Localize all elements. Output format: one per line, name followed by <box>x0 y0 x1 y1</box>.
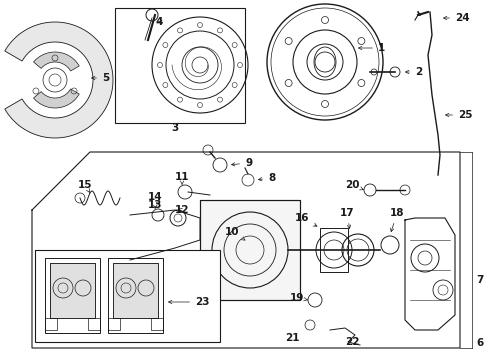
Bar <box>200 200 299 300</box>
Text: 17: 17 <box>339 208 354 229</box>
Text: 14: 14 <box>148 192 163 205</box>
Bar <box>45 258 100 333</box>
Polygon shape <box>5 22 113 138</box>
Text: 25: 25 <box>445 110 471 120</box>
Text: 9: 9 <box>231 158 252 168</box>
Text: 12: 12 <box>175 205 189 215</box>
Polygon shape <box>34 52 79 71</box>
Text: 4: 4 <box>155 17 162 27</box>
Bar <box>113 263 158 318</box>
Bar <box>108 258 163 333</box>
Text: 3: 3 <box>171 123 178 133</box>
Bar <box>113 263 158 318</box>
Text: 20: 20 <box>345 180 363 190</box>
Polygon shape <box>34 89 79 108</box>
Bar <box>115 8 244 123</box>
Text: 21: 21 <box>285 333 299 343</box>
Text: 2: 2 <box>405 67 421 77</box>
Text: 19: 19 <box>289 293 307 303</box>
Text: 23: 23 <box>168 297 209 307</box>
Text: 5: 5 <box>91 73 109 83</box>
Text: 10: 10 <box>224 227 244 240</box>
Bar <box>88 318 100 330</box>
Text: 24: 24 <box>443 13 468 23</box>
Text: 7: 7 <box>475 275 482 285</box>
Bar <box>50 263 95 318</box>
Bar <box>45 318 57 330</box>
Bar <box>50 263 95 318</box>
Text: 22: 22 <box>345 337 359 347</box>
Bar <box>108 318 120 330</box>
Bar <box>35 250 220 342</box>
Text: 13: 13 <box>148 200 162 210</box>
Text: 11: 11 <box>175 172 189 185</box>
Text: 16: 16 <box>294 213 316 226</box>
Bar <box>151 318 163 330</box>
Text: 8: 8 <box>258 173 275 183</box>
Bar <box>200 200 299 300</box>
Text: 18: 18 <box>389 208 404 231</box>
Text: 15: 15 <box>78 180 92 193</box>
Text: 6: 6 <box>475 338 482 348</box>
Text: 1: 1 <box>358 43 385 53</box>
Bar <box>319 228 347 272</box>
